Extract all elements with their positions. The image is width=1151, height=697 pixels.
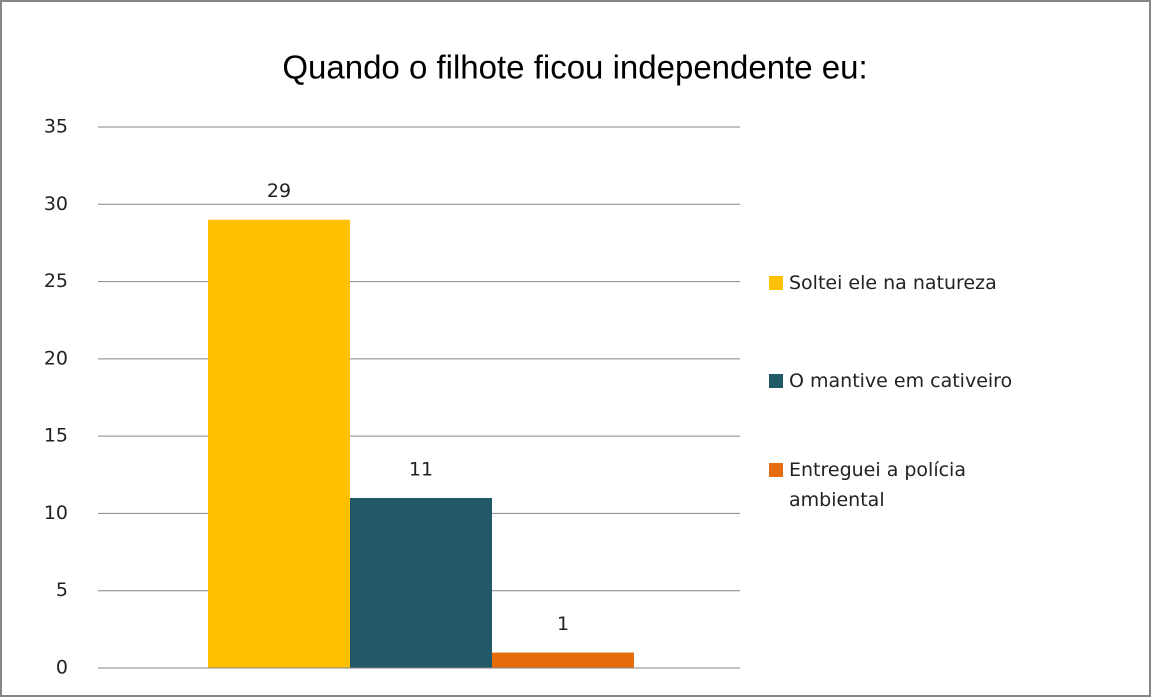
legend-swatch: [769, 276, 783, 290]
bar: [350, 497, 492, 668]
data-label: 29: [267, 180, 291, 202]
legend-swatch: [769, 374, 783, 388]
legend-item: O mantive em cativeiro: [769, 366, 1049, 396]
legend-swatch: [769, 463, 783, 477]
bar: [492, 652, 634, 668]
legend-label: O mantive em cativeiro: [789, 370, 1013, 392]
bar: [208, 219, 350, 668]
y-tick-label: 0: [56, 657, 68, 679]
chart-title: Quando o filhote ficou independente eu:: [282, 49, 867, 86]
legend-item: Entreguei a polícia ambiental: [769, 455, 1049, 515]
y-tick-label: 20: [44, 347, 68, 369]
data-label: 11: [409, 458, 433, 480]
y-tick-label: 30: [44, 193, 68, 215]
y-tick-label: 5: [56, 579, 68, 601]
data-label: 1: [557, 613, 569, 635]
y-tick-label: 35: [44, 116, 68, 138]
legend-label: Entreguei a polícia ambiental: [789, 459, 966, 511]
legend-item: Soltei ele na natureza: [769, 268, 1049, 298]
y-tick-label: 15: [44, 425, 68, 447]
legend-label: Soltei ele na natureza: [789, 272, 997, 294]
y-tick-label: 10: [44, 502, 68, 524]
y-tick-label: 25: [44, 270, 68, 292]
